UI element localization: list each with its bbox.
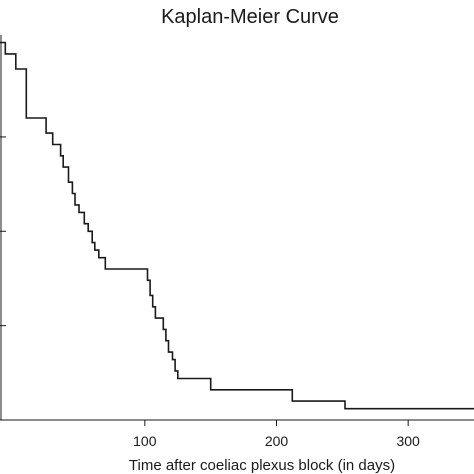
x-tick-label-0: 100 [133, 433, 157, 449]
survival-curve-0 [0, 41, 474, 410]
x-tick-label-1: 200 [265, 433, 289, 449]
chart-title: Kaplan-Meier Curve [161, 6, 339, 28]
y-axis [0, 35, 6, 421]
plot-area [0, 41, 474, 410]
x-axis-label: Time after coeliac plexus block (in days… [129, 457, 395, 474]
x-tick-label-2: 300 [396, 433, 420, 449]
x-axis: 100 200 300 [0, 419, 474, 449]
